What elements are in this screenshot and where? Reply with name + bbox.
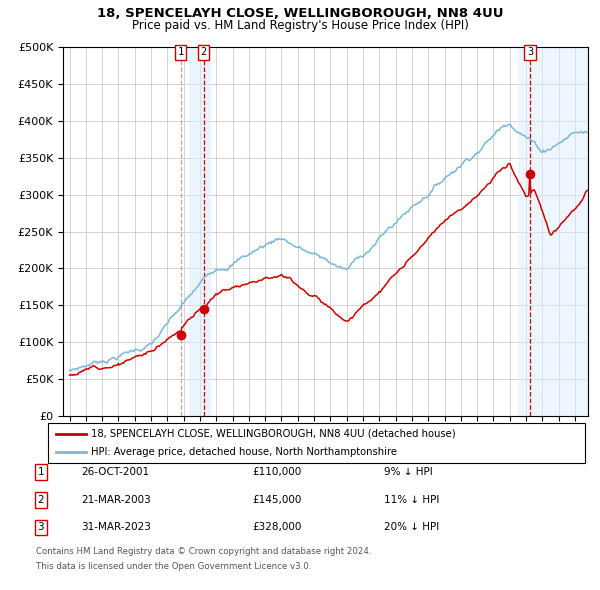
Text: This data is licensed under the Open Government Licence v3.0.: This data is licensed under the Open Gov…: [36, 562, 311, 571]
Text: 18, SPENCELAYH CLOSE, WELLINGBOROUGH, NN8 4UU (detached house): 18, SPENCELAYH CLOSE, WELLINGBOROUGH, NN…: [91, 429, 455, 439]
Text: 18, SPENCELAYH CLOSE, WELLINGBOROUGH, NN8 4UU: 18, SPENCELAYH CLOSE, WELLINGBOROUGH, NN…: [97, 7, 503, 20]
Bar: [188, 47, 211, 416]
Text: Contains HM Land Registry data © Crown copyright and database right 2024.: Contains HM Land Registry data © Crown c…: [36, 548, 371, 556]
Text: 31-MAR-2023: 31-MAR-2023: [81, 523, 151, 532]
Text: 3: 3: [37, 523, 44, 532]
Text: 26-OCT-2001: 26-OCT-2001: [81, 467, 149, 477]
Text: £145,000: £145,000: [252, 495, 301, 504]
Text: 1: 1: [37, 467, 44, 477]
Text: 2: 2: [37, 495, 44, 504]
Text: 20% ↓ HPI: 20% ↓ HPI: [384, 523, 439, 532]
Text: Price paid vs. HM Land Registry's House Price Index (HPI): Price paid vs. HM Land Registry's House …: [131, 19, 469, 32]
Text: 3: 3: [527, 47, 533, 57]
Text: 21-MAR-2003: 21-MAR-2003: [81, 495, 151, 504]
Bar: [551, 47, 588, 416]
Text: 11% ↓ HPI: 11% ↓ HPI: [384, 495, 439, 504]
Text: 9% ↓ HPI: 9% ↓ HPI: [384, 467, 433, 477]
Text: 1: 1: [178, 47, 184, 57]
Text: £328,000: £328,000: [252, 523, 301, 532]
Text: HPI: Average price, detached house, North Northamptonshire: HPI: Average price, detached house, Nort…: [91, 447, 397, 457]
Text: 2: 2: [200, 47, 206, 57]
FancyBboxPatch shape: [48, 423, 585, 463]
Text: £110,000: £110,000: [252, 467, 301, 477]
Bar: [518, 47, 588, 416]
